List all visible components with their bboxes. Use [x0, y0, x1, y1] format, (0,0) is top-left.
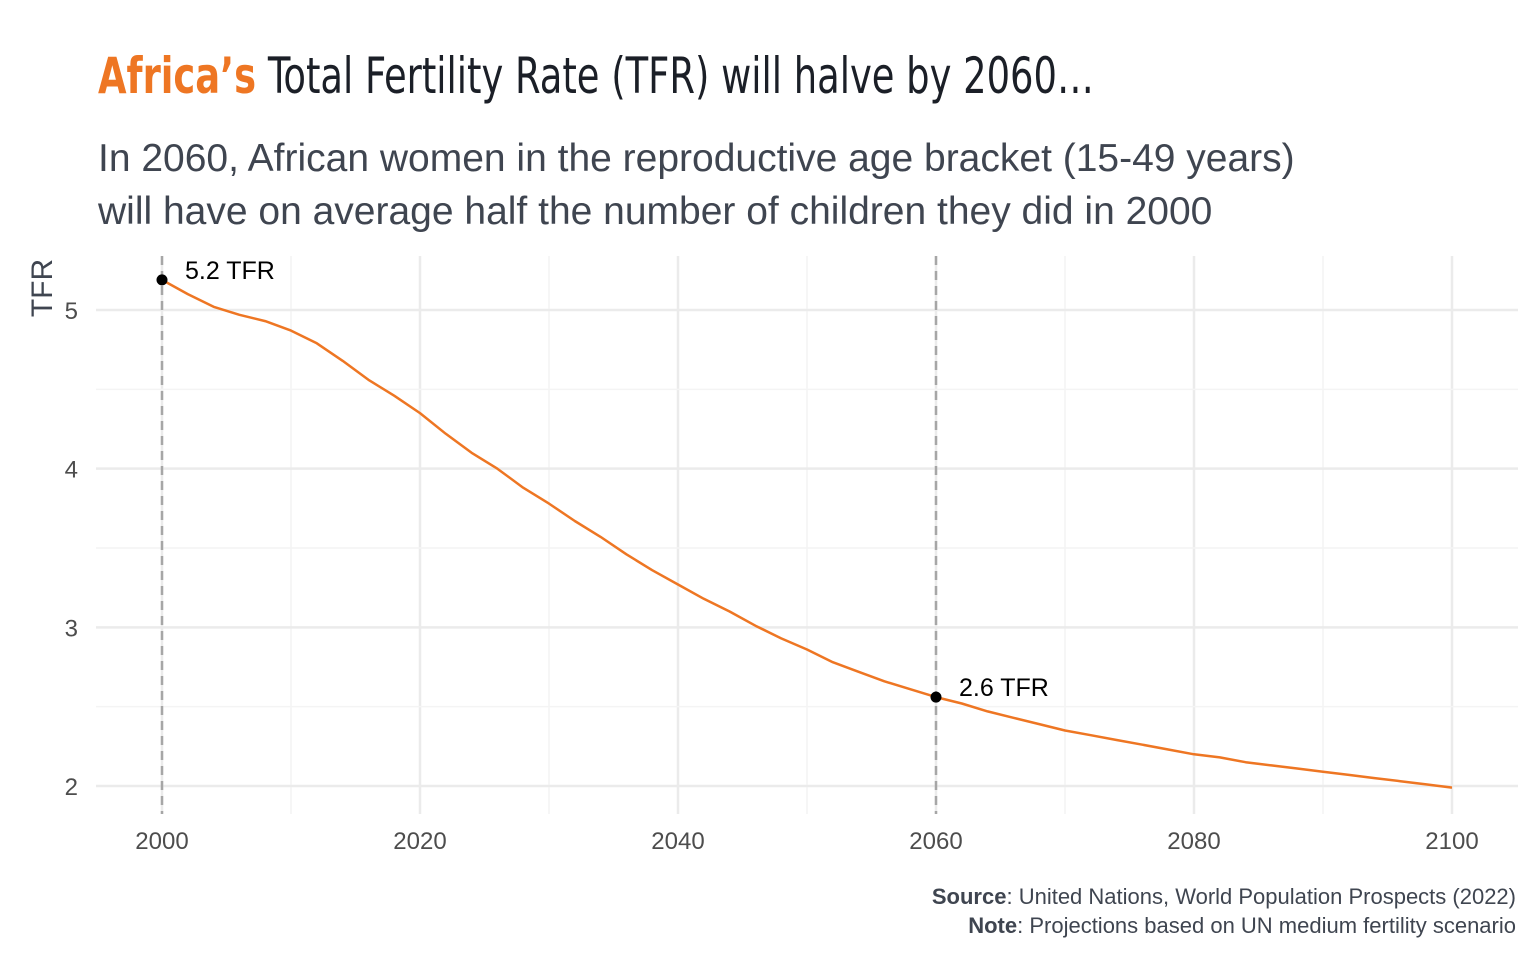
subtitle-line-1: In 2060, African women in the reproducti…	[98, 137, 1295, 180]
y-tick-label: 5	[65, 298, 78, 325]
x-tick-label: 2020	[393, 828, 446, 855]
note-line: Note: Projections based on UN medium fer…	[932, 911, 1516, 940]
source-label: Source	[931, 884, 1007, 909]
title-rest: Total Fertility Rate (TFR) will halve by…	[256, 47, 1094, 105]
subtitle-line-2: will have on average half the number of …	[98, 190, 1213, 233]
annotation-point	[156, 274, 168, 286]
source-text: : United Nations, World Population Prosp…	[1006, 884, 1516, 909]
annotation-label: 5.2 TFR	[185, 257, 275, 285]
title-accent: Africa’s	[98, 47, 257, 105]
annotation-point	[930, 691, 942, 703]
source-line: Source: United Nations, World Population…	[932, 882, 1516, 911]
chart-title: Africa’s Total Fertility Rate (TFR) will…	[98, 44, 1094, 108]
x-tick-label: 2060	[909, 828, 962, 855]
line-chart: 5.2 TFR 2.6 TFR 2000 2020 2040 2060 2080 2100 2 3…	[26, 256, 1518, 855]
x-tick-label: 2080	[1167, 828, 1220, 855]
y-tick-label: 2	[65, 774, 78, 801]
note-text: : Projections based on UN medium fertili…	[1017, 913, 1516, 938]
x-tick-label: 2100	[1425, 828, 1478, 855]
annotation-label: 2.6 TFR	[959, 674, 1049, 702]
chart-footer: Source: United Nations, World Population…	[932, 882, 1516, 940]
y-tick-label: 4	[65, 457, 78, 484]
x-tick-label: 2000	[135, 828, 188, 855]
y-tick-label: 3	[65, 615, 78, 642]
y-axis-label: TFR	[26, 259, 59, 317]
tfr-series-line	[161, 278, 1453, 789]
chart-subtitle: In 2060, African women in the reproducti…	[98, 132, 1295, 238]
note-label: Note	[968, 913, 1018, 938]
x-tick-label: 2040	[651, 828, 704, 855]
